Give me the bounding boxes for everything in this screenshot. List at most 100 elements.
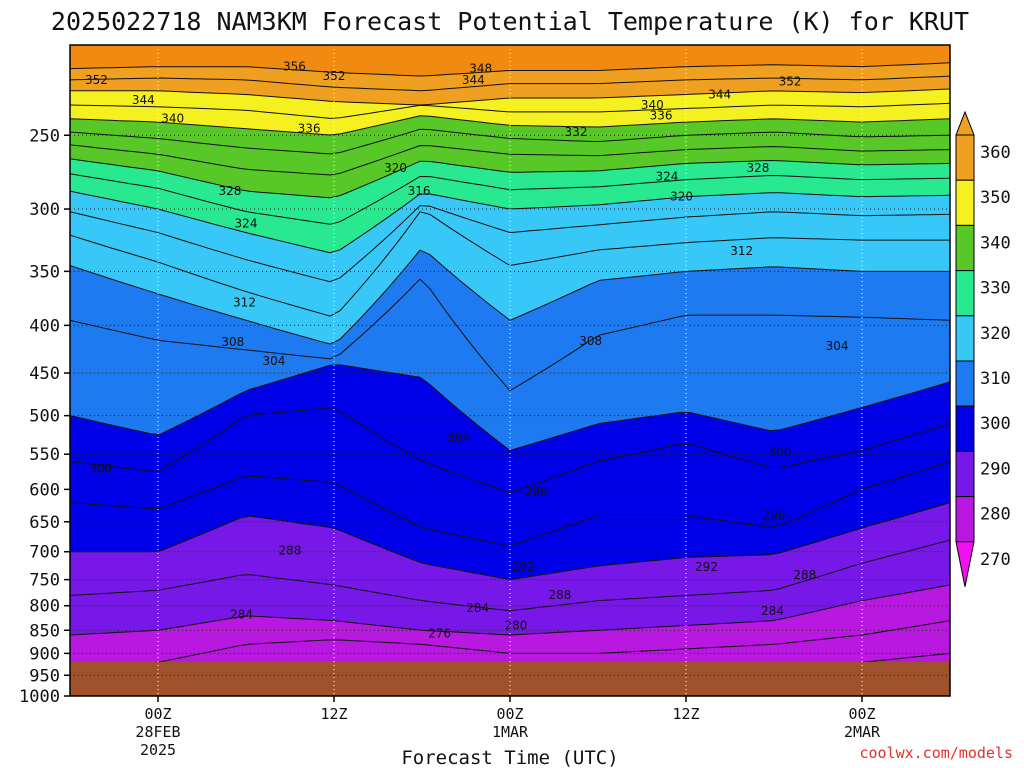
contour-label: 352	[779, 75, 802, 89]
contour-label: 344	[462, 73, 485, 87]
band-336	[70, 129, 950, 175]
contour-line-280	[70, 584, 950, 636]
colorbar-label: 360	[980, 143, 1011, 163]
y-tick-label: 350	[29, 262, 60, 282]
colorbar-segment	[955, 450, 975, 498]
colorbar-bottom-arrow	[955, 541, 975, 587]
contour-label: 300	[89, 462, 112, 476]
contour-line-328	[70, 158, 950, 199]
y-tick-label: 600	[29, 480, 60, 500]
chart-title: 2025022718 NAM3KM Forecast Potential Tem…	[51, 7, 969, 36]
contour-line-316	[70, 205, 950, 283]
x-tick-label: 12Z	[672, 705, 699, 723]
y-tick-label: 400	[29, 316, 60, 336]
ground-below-surface	[70, 662, 950, 696]
x-tick-label: 00Z	[144, 705, 171, 723]
contour-label: 304	[262, 354, 285, 368]
contour-line-332	[70, 144, 950, 176]
contour-label: 340	[161, 112, 184, 126]
band-292	[70, 461, 950, 580]
x-tick-label: 2MAR	[844, 723, 881, 741]
y-tick-label: 750	[29, 571, 60, 591]
contour-label: 304	[447, 431, 470, 445]
colorbar-segment	[955, 270, 975, 317]
contour-label: 352	[85, 73, 108, 87]
contour-label: 344	[132, 93, 155, 107]
band-284	[70, 540, 950, 635]
contour-label: 332	[565, 125, 588, 139]
grid-lines	[70, 45, 950, 696]
band-324	[70, 173, 950, 253]
contour-label: 324	[235, 217, 258, 231]
contour-label: 292	[695, 560, 718, 574]
contour-line-352	[70, 75, 950, 92]
colorbar-segment	[955, 405, 975, 452]
contour-label: 308	[221, 335, 244, 349]
colorbar-label: 270	[980, 550, 1011, 570]
contour-label: 352	[323, 69, 346, 83]
colorbar-label: 310	[980, 369, 1011, 389]
credit-text: coolwx.com/models	[859, 744, 1013, 762]
contour-label: 312	[233, 296, 256, 310]
contour-label: 296	[525, 484, 548, 498]
contour-line-284	[70, 539, 950, 612]
contour-label: 284	[761, 604, 784, 618]
contour-label: 276	[428, 627, 451, 641]
y-axis: 250 300 350 400 450 500 550 600 650 700 750 800 850 9…	[19, 126, 70, 707]
x-tick-label: 00Z	[496, 705, 523, 723]
contour-line-344	[70, 102, 950, 119]
contour-line-304	[70, 278, 950, 392]
colorbar-segment	[955, 134, 975, 181]
y-tick-label: 250	[29, 126, 60, 146]
y-tick-label: 650	[29, 513, 60, 533]
contour-label: 284	[230, 608, 253, 622]
band-344	[70, 103, 950, 135]
y-tick-label: 300	[29, 200, 60, 220]
contour-label: 288	[793, 568, 816, 582]
band-316	[70, 205, 950, 317]
x-tick-label: 12Z	[320, 705, 347, 723]
x-tick-label: 1MAR	[492, 723, 529, 741]
contour-label: 284	[466, 601, 489, 615]
band-348	[70, 89, 950, 119]
contour-label: 336	[298, 122, 321, 136]
colorbar-label: 280	[980, 505, 1011, 525]
contour-label: 320	[384, 161, 407, 175]
x-tick-label: 00Z	[848, 705, 875, 723]
contour-label: 292	[512, 560, 535, 574]
y-tick-label: 850	[29, 621, 60, 641]
contour-label: 288	[548, 588, 571, 602]
contour-label: 328	[746, 161, 769, 175]
contour-label: 320	[670, 190, 693, 204]
x-tick-label: 28FEB	[135, 723, 180, 741]
contour-line-356	[70, 62, 950, 77]
contour-label: 280	[504, 619, 527, 633]
colorbar-legend: 360 350 340 330 320 310 300 290 280 270	[955, 110, 1011, 587]
contour-line-336	[70, 128, 950, 155]
band-280	[70, 585, 950, 671]
band-296	[70, 407, 950, 546]
colorbar-segment	[955, 179, 975, 226]
contour-label: 300	[768, 445, 791, 459]
contour-label: 312	[730, 244, 753, 258]
contour-label: 348	[469, 62, 492, 76]
band-top	[70, 45, 950, 76]
contour-label: 328	[218, 184, 241, 198]
colorbar-label: 330	[980, 279, 1011, 299]
contour-label: 288	[279, 544, 302, 558]
band-300	[70, 364, 950, 493]
contour-label: 336	[650, 108, 673, 122]
colorbar-segment	[955, 496, 975, 543]
band-328	[70, 158, 950, 225]
colorbar-segment	[955, 360, 975, 407]
x-axis-title: Forecast Time (UTC)	[401, 747, 618, 768]
colorbar-label: 350	[980, 188, 1011, 208]
band-332	[70, 144, 950, 198]
contour-label: 304	[826, 339, 849, 353]
y-tick-label: 450	[29, 364, 60, 384]
contour-label: 296	[763, 509, 786, 523]
contour-label: 356	[283, 60, 306, 74]
x-tick-label: 2025	[140, 741, 176, 759]
